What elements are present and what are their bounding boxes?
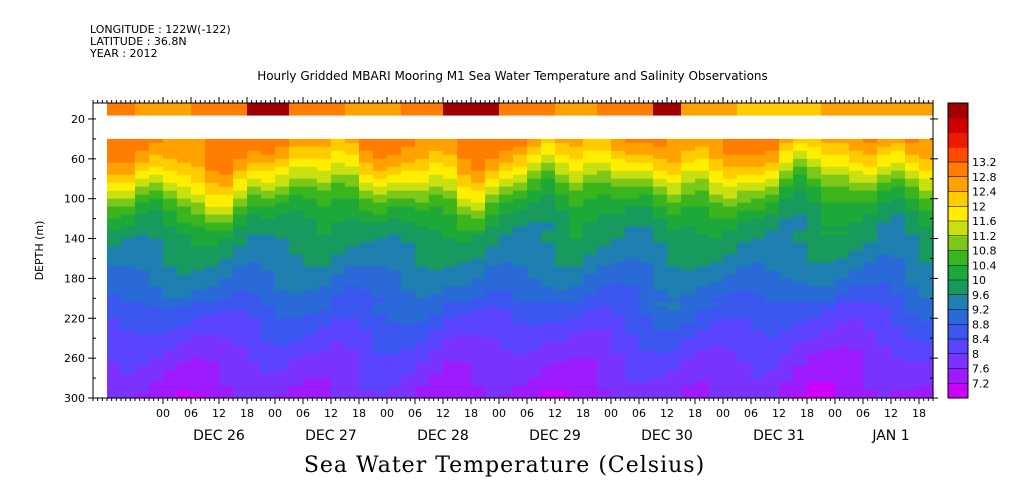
colorbar-swatch	[948, 176, 968, 192]
x-tick-label: 06	[296, 407, 310, 420]
x-day-label: JAN 1	[871, 428, 909, 444]
colorbar-swatch	[948, 206, 968, 222]
colorbar-label: 10	[972, 274, 986, 287]
x-tick-label: 00	[268, 407, 282, 420]
x-day-label: DEC 31	[753, 428, 805, 444]
x-tick-label: 12	[324, 407, 338, 420]
x-tick-label: 18	[576, 407, 590, 420]
colorbar-swatch	[948, 265, 968, 281]
x-tick-label: 18	[800, 407, 814, 420]
colorbar-swatch	[948, 162, 968, 178]
year-label: YEAR : 2012	[90, 47, 158, 60]
latitude-label: LATITUDE : 36.8N	[90, 35, 187, 48]
colorbar-swatch	[948, 191, 968, 207]
colorbar-swatch	[948, 221, 968, 237]
x-tick-label: 00	[828, 407, 842, 420]
x-tick-label: 06	[520, 407, 534, 420]
x-day-label: DEC 30	[641, 428, 693, 444]
x-tick-label: 12	[436, 407, 450, 420]
x-tick-label: 00	[604, 407, 618, 420]
x-tick-label: 18	[352, 407, 366, 420]
colorbar-label: 8	[972, 348, 979, 361]
colorbar-swatch	[948, 324, 968, 340]
colorbar-swatch	[948, 250, 968, 266]
colorbar-title: Sea Water Temperature (Celsius)	[303, 453, 706, 478]
x-tick-label: 00	[156, 407, 170, 420]
colorbar-label: 12.4	[972, 186, 997, 199]
metadata-block: LONGITUDE : 122W(-122) LATITUDE : 36.8N …	[90, 24, 231, 60]
y-tick-label: 180	[64, 272, 85, 285]
x-tick-label: 12	[772, 407, 786, 420]
colorbar-label: 9.2	[972, 304, 990, 317]
colorbar-swatch	[948, 353, 968, 369]
colorbar-label: 9.6	[972, 289, 990, 302]
colorbar-label: 7.2	[972, 377, 990, 390]
chart-title: Hourly Gridded MBARI Mooring M1 Sea Wate…	[257, 69, 768, 83]
colorbar-swatch	[948, 147, 968, 163]
y-tick-label: 300	[64, 392, 85, 405]
x-day-label: DEC 27	[305, 428, 357, 444]
x-day-label: DEC 26	[193, 428, 245, 444]
colorbar-label: 10.8	[972, 245, 997, 258]
x-tick-label: 00	[716, 407, 730, 420]
x-tick-label: 12	[212, 407, 226, 420]
x-tick-label: 00	[380, 407, 394, 420]
colorbar-label: 11.2	[972, 230, 997, 243]
x-day-label: DEC 28	[417, 428, 469, 444]
y-tick-label: 20	[71, 113, 85, 126]
x-tick-label: 12	[660, 407, 674, 420]
x-tick-label: 06	[184, 407, 198, 420]
colorbar-label: 10.4	[972, 259, 997, 272]
colorbar-swatch	[948, 103, 968, 119]
longitude-label: LONGITUDE : 122W(-122)	[90, 23, 231, 36]
colorbar-swatch	[948, 294, 968, 310]
x-tick-label: 12	[548, 407, 562, 420]
colorbar-label: 13.2	[972, 156, 997, 169]
x-tick-label: 06	[744, 407, 758, 420]
x-tick-label: 06	[856, 407, 870, 420]
colorbar-swatch	[948, 117, 968, 133]
colorbar-label: 12.8	[972, 171, 997, 184]
x-tick-label: 12	[884, 407, 898, 420]
colorbar-label: 12	[972, 200, 986, 213]
y-tick-label: 260	[64, 352, 85, 365]
colorbar-swatch	[948, 383, 968, 399]
colorbar-label: 8.4	[972, 333, 990, 346]
y-tick-label: 220	[64, 312, 85, 325]
x-tick-label: 18	[240, 407, 254, 420]
colorbar-label: 7.6	[972, 363, 990, 376]
x-tick-label: 06	[408, 407, 422, 420]
y-tick-label: 140	[64, 233, 85, 246]
y-tick-label: 100	[64, 193, 85, 206]
x-tick-label: 18	[912, 407, 926, 420]
x-tick-label: 00	[492, 407, 506, 420]
x-tick-label: 18	[688, 407, 702, 420]
colorbar-swatch	[948, 368, 968, 384]
heatmap	[107, 103, 934, 399]
colorbar-swatch	[948, 339, 968, 355]
x-tick-label: 06	[632, 407, 646, 420]
colorbar-swatch	[948, 132, 968, 148]
y-tick-label: 60	[71, 153, 85, 166]
colorbar-swatch	[948, 280, 968, 296]
x-day-label: DEC 29	[529, 428, 581, 444]
y-axis-label: DEPTH (m)	[33, 221, 46, 281]
x-tick-label: 18	[464, 407, 478, 420]
colorbar-swatch	[948, 309, 968, 325]
colorbar-label: 8.8	[972, 318, 990, 331]
colorbar-label: 11.6	[972, 215, 997, 228]
colorbar-swatch	[948, 235, 968, 251]
